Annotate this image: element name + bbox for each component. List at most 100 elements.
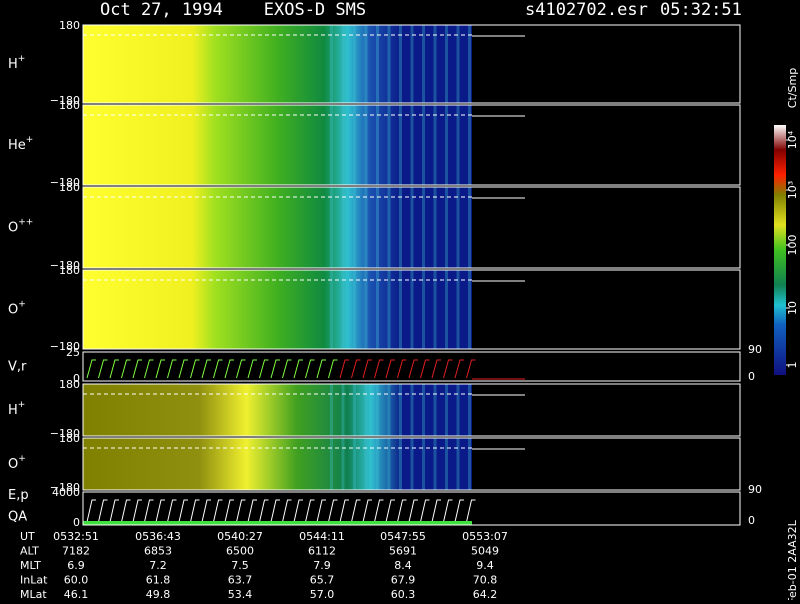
trace bbox=[178, 359, 188, 379]
spike bbox=[433, 105, 437, 185]
cell: 8.4 bbox=[394, 559, 412, 572]
spike bbox=[468, 25, 471, 103]
cell: 0532:51 bbox=[53, 530, 99, 543]
row-label: MLT bbox=[20, 559, 41, 572]
row-label: MLat bbox=[20, 588, 47, 600]
trace bbox=[190, 359, 200, 379]
spike bbox=[376, 270, 379, 349]
label-base: V,r bbox=[8, 359, 27, 374]
trace bbox=[397, 499, 407, 523]
footer: Feb-01 2AA32L bbox=[786, 519, 799, 600]
spike bbox=[341, 384, 345, 436]
trace bbox=[224, 499, 234, 523]
trace bbox=[408, 359, 418, 379]
trace bbox=[121, 499, 131, 523]
trace bbox=[98, 499, 108, 523]
panel-label: E,p bbox=[8, 488, 29, 503]
colorbar-label: 100 bbox=[786, 235, 799, 256]
spike bbox=[468, 270, 471, 349]
spectrogram bbox=[83, 25, 472, 103]
spike bbox=[422, 25, 425, 103]
panel-label: O++ bbox=[8, 217, 33, 235]
colorbar-label: 10 bbox=[786, 301, 799, 315]
trace bbox=[201, 499, 211, 523]
label-base: H bbox=[8, 403, 18, 418]
tick-label: 90 bbox=[748, 343, 762, 356]
spike bbox=[387, 187, 391, 268]
row-label: ALT bbox=[20, 545, 39, 558]
spike bbox=[433, 270, 437, 349]
spike bbox=[433, 25, 437, 103]
cell: 53.4 bbox=[228, 588, 253, 600]
colorbar-label: 1 bbox=[786, 362, 799, 369]
spike bbox=[456, 270, 460, 349]
spike bbox=[399, 270, 402, 349]
trace bbox=[374, 499, 384, 523]
spike bbox=[410, 384, 414, 436]
tick-label: 4000 bbox=[52, 486, 80, 499]
panel-label: H+ bbox=[8, 54, 25, 72]
spike bbox=[353, 438, 356, 490]
spike bbox=[445, 384, 448, 436]
spike bbox=[410, 105, 414, 185]
trace bbox=[362, 499, 372, 523]
trace bbox=[466, 499, 476, 523]
trace bbox=[155, 359, 165, 379]
spike bbox=[387, 438, 391, 490]
trace bbox=[167, 359, 177, 379]
trace bbox=[109, 499, 119, 523]
label-base: He bbox=[8, 138, 26, 153]
trace bbox=[431, 359, 441, 379]
spike bbox=[364, 270, 368, 349]
trace bbox=[224, 359, 234, 379]
spike bbox=[445, 270, 448, 349]
spike bbox=[399, 187, 402, 268]
cell: 57.0 bbox=[310, 588, 335, 600]
trace bbox=[385, 359, 395, 379]
trace bbox=[328, 359, 338, 379]
spectrogram bbox=[83, 384, 472, 436]
spike bbox=[353, 384, 356, 436]
spike bbox=[410, 25, 414, 103]
cell: 6.9 bbox=[67, 559, 85, 572]
cell: 6500 bbox=[226, 545, 254, 558]
trace bbox=[282, 499, 292, 523]
label-charge: + bbox=[18, 454, 26, 464]
cell: 65.7 bbox=[310, 574, 335, 587]
spectrogram bbox=[83, 438, 472, 490]
trace bbox=[155, 499, 165, 523]
spike bbox=[456, 438, 460, 490]
cell: 60.0 bbox=[64, 574, 89, 587]
trace bbox=[293, 499, 303, 523]
cell: 7.5 bbox=[231, 559, 249, 572]
cell: 0540:27 bbox=[217, 530, 263, 543]
panel-frame bbox=[82, 437, 741, 491]
spike bbox=[468, 187, 471, 268]
label-base: O bbox=[8, 302, 18, 317]
trace bbox=[213, 359, 223, 379]
trace bbox=[178, 499, 188, 523]
trace bbox=[466, 359, 476, 379]
spike bbox=[445, 105, 448, 185]
spike bbox=[456, 105, 460, 185]
spike bbox=[433, 384, 437, 436]
spike bbox=[330, 25, 333, 103]
cell: 5049 bbox=[471, 545, 499, 558]
panel-frame bbox=[82, 104, 741, 186]
trace bbox=[86, 359, 96, 379]
spike bbox=[353, 105, 356, 185]
label-charge: ++ bbox=[18, 217, 33, 227]
label-charge: + bbox=[18, 54, 26, 64]
spike bbox=[422, 270, 425, 349]
qa-bar bbox=[83, 521, 472, 525]
trace bbox=[339, 499, 349, 523]
cell: 0547:55 bbox=[380, 530, 426, 543]
spike bbox=[410, 270, 414, 349]
cell: 63.7 bbox=[228, 574, 253, 587]
spike bbox=[364, 187, 368, 268]
trace bbox=[282, 359, 292, 379]
trace bbox=[420, 359, 430, 379]
tick-label: 180 bbox=[59, 264, 80, 277]
panel-label: QA bbox=[8, 510, 27, 525]
